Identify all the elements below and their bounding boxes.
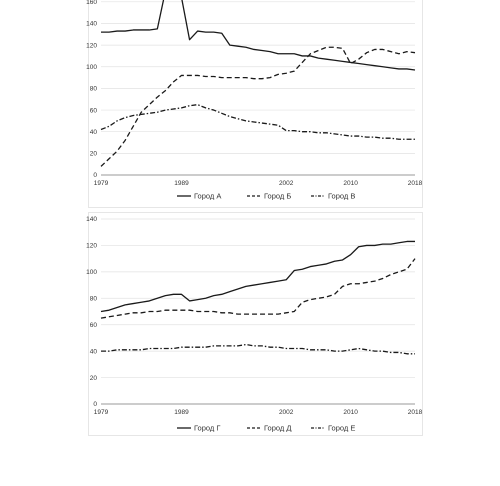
chart-panel-top: 0 20 40 60 80 100 120 140 160 1979 1989 2002 2010 201…	[86, 0, 423, 208]
chart2-y-tick-label: 0	[93, 401, 97, 408]
chart2-series-line-2	[100, 258, 416, 319]
chart-panel-bottom: 0 20 40 60 80 100 120 140 1979 1989 2002 2010 2018 Го…	[86, 212, 423, 436]
chart2-x-tick-label: 2010	[343, 409, 358, 416]
chart2-x-tick-label: 2018	[408, 409, 423, 416]
chart2-legend-label: Город Е	[328, 424, 355, 433]
chart1-y-tick-label: 100	[86, 64, 97, 71]
chart2-legend-label: Город Г	[194, 424, 220, 433]
chart1-series-line-1	[101, 0, 416, 71]
chart1-x-tick-label: 1979	[94, 180, 109, 187]
chart2-y-tick-label: 60	[90, 322, 98, 329]
chart2-y-tick-label: 140	[86, 216, 97, 223]
chart1-series-line-3	[100, 104, 415, 140]
chart1-y-tick-label: 160	[86, 0, 97, 6]
chart2-x-tick-label: 2002	[279, 409, 294, 416]
chart1-x-tick-label: 2010	[343, 180, 358, 187]
chart2-x-tick-label: 1989	[174, 409, 189, 416]
chart1-legend-label: Город В	[328, 192, 355, 201]
chart1-y-tick-label: 0	[93, 172, 97, 179]
chart2-y-tick-label: 80	[90, 295, 98, 302]
chart2-legend-label: Город Д	[264, 424, 291, 433]
chart1-series-line-2	[100, 46, 416, 167]
chart2-x-tick-label: 1979	[94, 409, 109, 416]
chart1-y-tick-label: 20	[90, 151, 98, 158]
chart1-y-tick-label: 120	[86, 42, 97, 49]
chart1-y-tick-label: 80	[90, 86, 98, 93]
chart1-legend-label: Город А	[194, 192, 221, 201]
line-chart-bottom: 0 20 40 60 80 100 120 140 1979 1989 2002 2010 2018 Го…	[86, 216, 423, 433]
chart1-y-tick-label: 60	[90, 107, 98, 114]
chart1-x-tick-label: 2018	[408, 180, 423, 187]
chart2-y-tick-label: 100	[86, 269, 97, 276]
chart2-y-tick-label: 20	[90, 375, 98, 382]
chart1-x-tick-label: 1989	[174, 180, 189, 187]
chart1-x-tick-label: 2002	[279, 180, 294, 187]
chart1-y-tick-label: 40	[90, 129, 98, 136]
chart2-series-line-1	[100, 240, 415, 313]
chart2-series-line-3	[101, 343, 415, 355]
chart1-legend-label: Город Б	[264, 192, 291, 201]
chart2-y-tick-label: 120	[86, 243, 97, 250]
line-chart-top: 0 20 40 60 80 100 120 140 160 1979 1989 2002 2010 201…	[86, 0, 423, 201]
chart1-y-tick-label: 140	[86, 21, 97, 28]
chart2-y-tick-label: 40	[90, 348, 98, 355]
